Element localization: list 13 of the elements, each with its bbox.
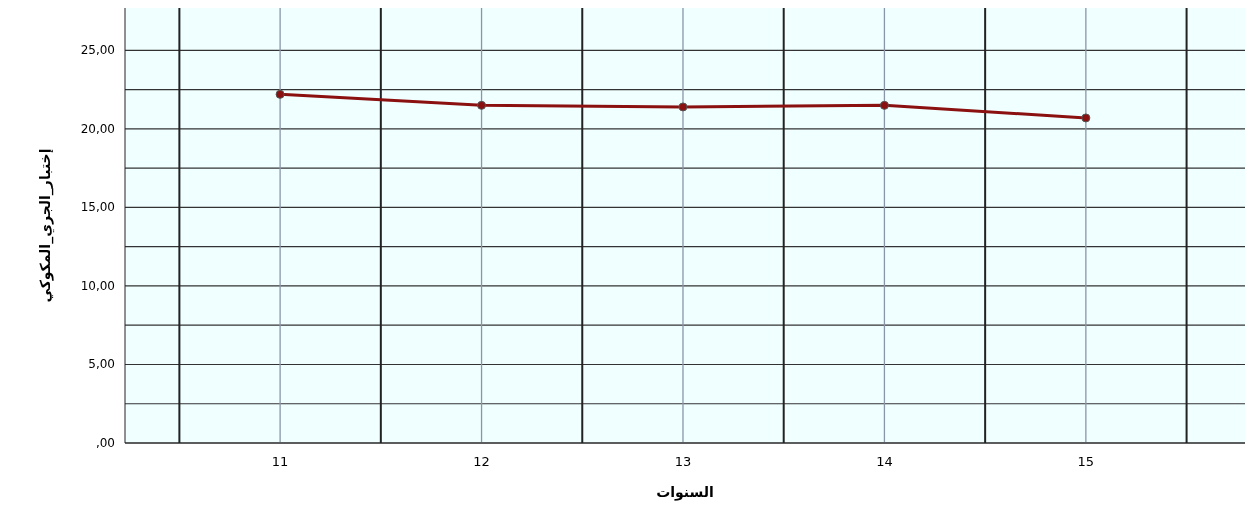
x-tick-label: 13	[674, 454, 692, 469]
y-tick-label: ,00	[95, 436, 115, 450]
x-tick-label: 14	[876, 454, 893, 469]
y-tick-label: 10,00	[80, 278, 115, 293]
y-axis-title: إختبار_الجري_المكوكي	[37, 148, 55, 303]
x-tick-label: 12	[473, 454, 490, 469]
y-tick-label: 15,00	[80, 200, 115, 215]
x-tick-label: 15	[1077, 454, 1095, 469]
y-tick-label: 25,00	[80, 43, 115, 58]
x-tick-label: 11	[271, 454, 289, 469]
y-tick-label: 5,00	[88, 357, 115, 372]
x-axis-title: السنوات	[656, 484, 714, 501]
y-tick-label: 20,00	[80, 121, 115, 136]
